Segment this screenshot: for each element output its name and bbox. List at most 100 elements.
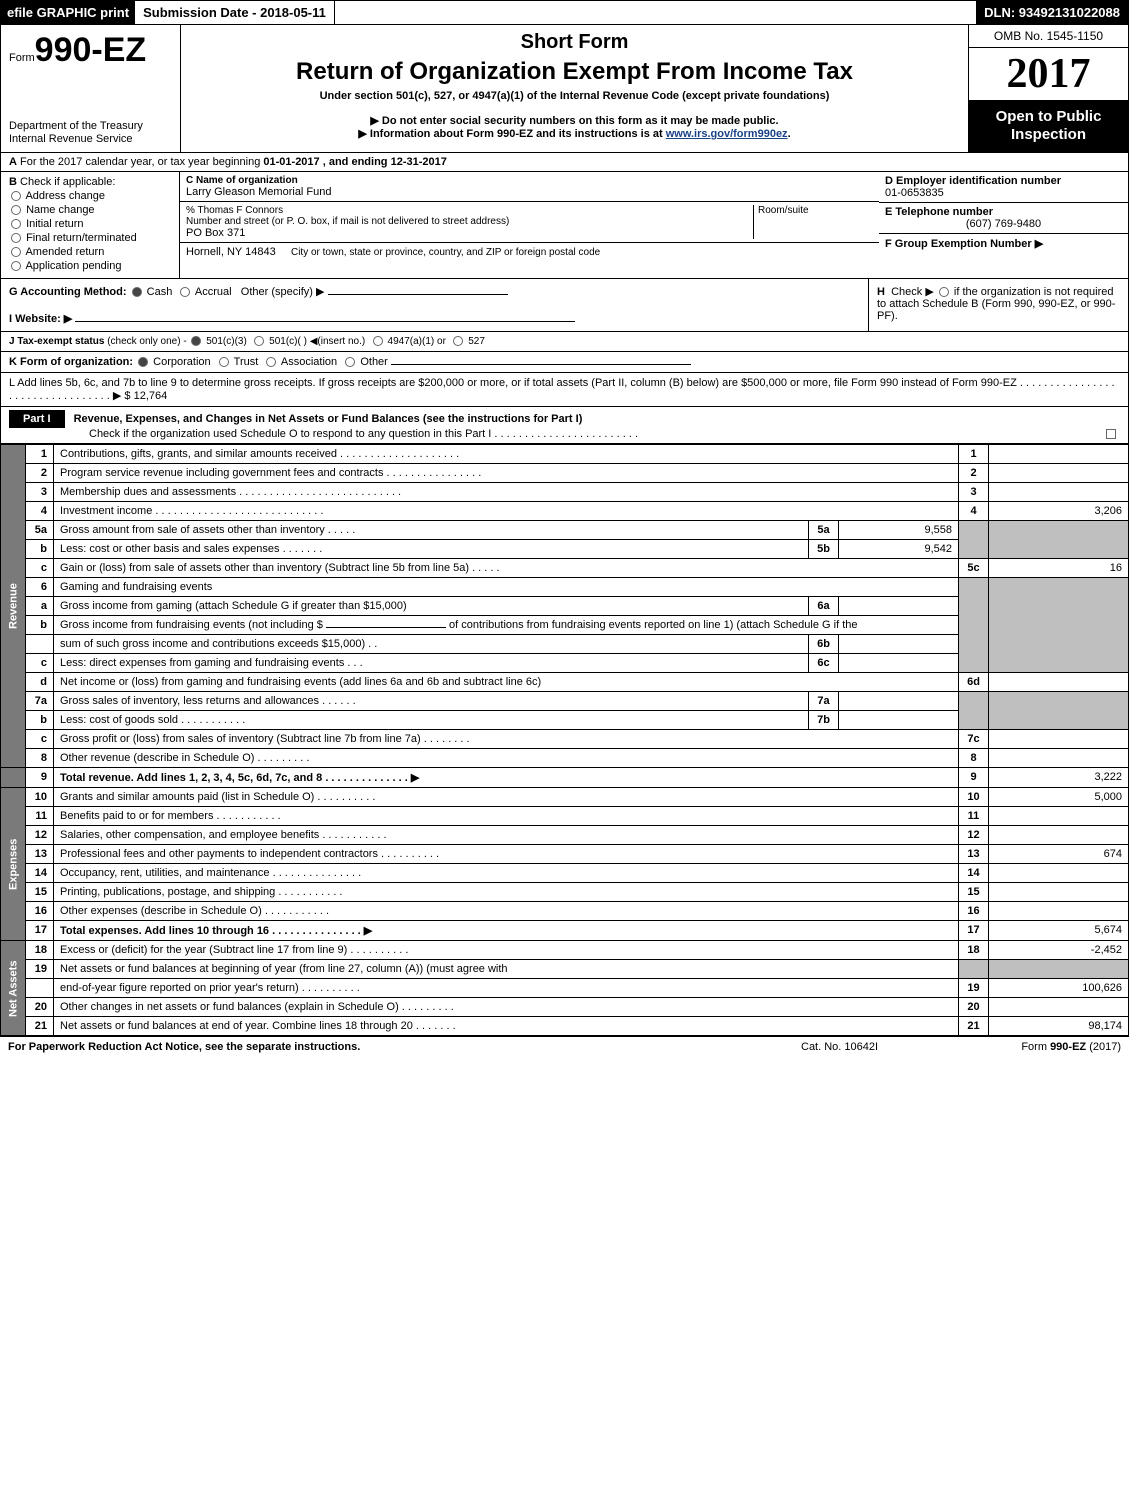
k-trust-radio[interactable]	[219, 357, 229, 367]
k-other-radio[interactable]	[345, 357, 355, 367]
dept-line1: Department of the Treasury	[9, 120, 172, 133]
form-header: Form990-EZ Department of the Treasury In…	[0, 25, 1129, 153]
phone-block: E Telephone number (607) 769-9480	[879, 203, 1128, 234]
l6b2-desc: sum of such gross income and contributio…	[54, 635, 809, 654]
footer-right-pre: Form	[1021, 1041, 1050, 1053]
accrual-radio[interactable]	[180, 287, 190, 297]
line-9: 9 Total revenue. Add lines 1, 2, 3, 4, 5…	[1, 768, 1129, 788]
part-1-schedule-o-checkbox[interactable]	[1106, 429, 1116, 439]
l20-num: 20	[26, 998, 54, 1017]
l1-col: 1	[959, 445, 989, 464]
l19-numcol-grey	[959, 960, 989, 979]
line-20: 20 Other changes in net assets or fund b…	[1, 998, 1129, 1017]
row-a-mid: , and ending	[323, 156, 391, 168]
l1-val	[989, 445, 1129, 464]
l6b-d1: Gross income from fundraising events (no…	[60, 619, 326, 631]
ssn-note: ▶ Do not enter social security numbers o…	[187, 114, 962, 127]
h-checkbox[interactable]	[939, 287, 949, 297]
i-label: I Website: ▶	[9, 313, 72, 325]
box-c: C Name of organization Larry Gleason Mem…	[180, 172, 879, 279]
k-opt1: Trust	[234, 356, 259, 368]
k-assoc-radio[interactable]	[266, 357, 276, 367]
j-527-radio[interactable]	[453, 336, 463, 346]
l6c-num: c	[26, 654, 54, 673]
l7c-desc: Gross profit or (loss) from sales of inv…	[54, 730, 959, 749]
j-4947-radio[interactable]	[373, 336, 383, 346]
l8-col: 8	[959, 749, 989, 768]
footer-center: Cat. No. 10642I	[801, 1041, 961, 1053]
l15-desc: Printing, publications, postage, and shi…	[54, 883, 959, 902]
l6a-num: a	[26, 597, 54, 616]
k-opt2: Association	[281, 356, 337, 368]
l5ab-numcol-grey	[959, 521, 989, 559]
c-label: C Name of organization	[186, 175, 298, 186]
line-16: 16 Other expenses (describe in Schedule …	[1, 902, 1129, 921]
l7b-desc: Less: cost of goods sold . . . . . . . .…	[54, 711, 809, 730]
chk-amended-return-label: Amended return	[25, 246, 104, 258]
k-other-input[interactable]	[391, 364, 691, 365]
l2-desc: Program service revenue including govern…	[54, 464, 959, 483]
l9-desc: Total revenue. Add lines 1, 2, 3, 4, 5c,…	[54, 768, 959, 788]
box-b-label: B	[9, 176, 17, 188]
l9-num: 9	[26, 768, 54, 788]
l21-col: 21	[959, 1017, 989, 1036]
l6d-col: 6d	[959, 673, 989, 692]
website-input[interactable]	[75, 321, 575, 322]
j-501c-radio[interactable]	[254, 336, 264, 346]
room-suite-label: Room/suite	[753, 205, 873, 239]
line-13: 13 Professional fees and other payments …	[1, 845, 1129, 864]
line-19b: end-of-year figure reported on prior yea…	[1, 979, 1129, 998]
other-specify-input[interactable]	[328, 294, 508, 295]
info-pre: ▶ Information about Form 990-EZ and its …	[358, 128, 665, 140]
row-l: L Add lines 5b, 6c, and 7b to line 9 to …	[0, 373, 1129, 407]
street: PO Box 371	[186, 227, 749, 239]
g-i-block: G Accounting Method: Cash Accrual Other …	[1, 279, 868, 331]
line-5c: c Gain or (loss) from sale of assets oth…	[1, 559, 1129, 578]
l13-num: 13	[26, 845, 54, 864]
info-post: .	[788, 128, 791, 140]
l6-desc: Gaming and fundraising events	[54, 578, 959, 597]
f-label: F Group Exemption Number ▶	[885, 238, 1043, 250]
l16-desc: Other expenses (describe in Schedule O) …	[54, 902, 959, 921]
k-corp-radio[interactable]	[138, 357, 148, 367]
line-17: 17 Total expenses. Add lines 10 through …	[1, 921, 1129, 941]
line-8: 8 Other revenue (describe in Schedule O)…	[1, 749, 1129, 768]
j-opt0: 501(c)(3)	[206, 336, 247, 347]
l3-val	[989, 483, 1129, 502]
efile-print-button[interactable]: efile GRAPHIC print	[1, 1, 135, 24]
l11-num: 11	[26, 807, 54, 826]
submission-date: Submission Date - 2018-05-11	[135, 1, 335, 24]
chk-address-change[interactable]: Address change	[9, 190, 171, 202]
chk-final-return[interactable]: Final return/terminated	[9, 232, 171, 244]
l-text: L Add lines 5b, 6c, and 7b to line 9 to …	[9, 377, 1115, 402]
l19b-num	[26, 979, 54, 998]
l2-val	[989, 464, 1129, 483]
topbar-spacer	[335, 1, 976, 24]
part-1-badge: Part I	[9, 410, 65, 428]
l14-col: 14	[959, 864, 989, 883]
l6b-amount-input[interactable]	[326, 627, 446, 628]
form990ez-link[interactable]: www.irs.gov/form990ez	[666, 128, 788, 140]
l21-num: 21	[26, 1017, 54, 1036]
chk-initial-return[interactable]: Initial return	[9, 218, 171, 230]
dept-line2: Internal Revenue Service	[9, 133, 172, 146]
line-15: 15 Printing, publications, postage, and …	[1, 883, 1129, 902]
cash-radio[interactable]	[132, 287, 142, 297]
chk-name-change[interactable]: Name change	[9, 204, 171, 216]
row-bcd: B Check if applicable: Address change Na…	[0, 172, 1129, 279]
l5c-num: c	[26, 559, 54, 578]
l6a-desc: Gross income from gaming (attach Schedul…	[54, 597, 809, 616]
l20-val	[989, 998, 1129, 1017]
l6c-subval	[839, 654, 959, 673]
l1-num: 1	[26, 445, 54, 464]
row-a-end: 12-31-2017	[391, 156, 447, 168]
l17-desc-text: Total expenses. Add lines 10 through 16 …	[60, 925, 372, 937]
l7b-subval	[839, 711, 959, 730]
chk-application-pending[interactable]: Application pending	[9, 260, 171, 272]
chk-name-change-label: Name change	[26, 204, 95, 216]
l4-col: 4	[959, 502, 989, 521]
chk-amended-return[interactable]: Amended return	[9, 246, 171, 258]
j-501c3-radio[interactable]	[191, 336, 201, 346]
l14-desc: Occupancy, rent, utilities, and maintena…	[54, 864, 959, 883]
k-opt0: Corporation	[153, 356, 210, 368]
